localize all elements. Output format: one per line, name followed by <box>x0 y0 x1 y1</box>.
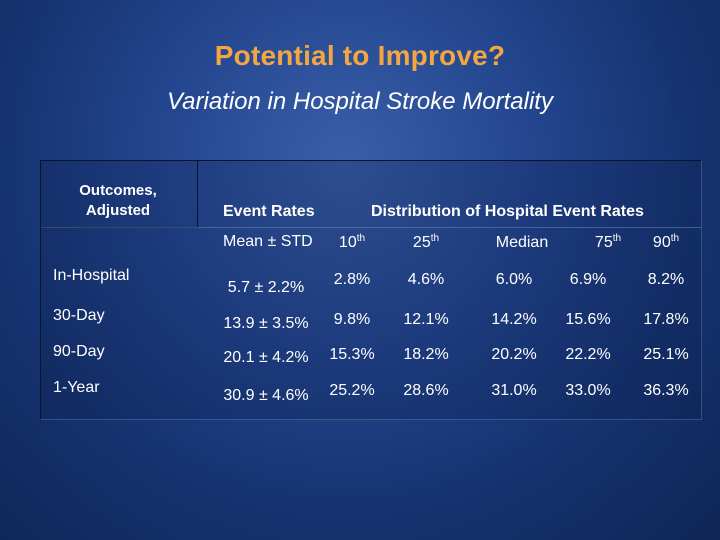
table-cell: 17.8% <box>643 311 689 328</box>
percentile-header-10: 10th <box>338 233 366 251</box>
table-cell: 25.1% <box>643 346 689 363</box>
event-rate-1-year: 30.9 ± 4.6% <box>223 387 309 404</box>
header-divider <box>41 227 701 228</box>
table-cell: 9.8% <box>333 311 371 328</box>
table-cell: 36.3% <box>643 382 689 399</box>
table-cell: 8.2% <box>647 271 685 288</box>
percentile-header-90: 90th <box>652 233 680 251</box>
event-rate-90-day: 20.1 ± 4.2% <box>223 349 309 366</box>
table-cell: 2.8% <box>333 271 371 288</box>
row-label-1-year: 1-Year <box>53 379 100 396</box>
outcomes-header-cell: Outcomes, Adjusted <box>41 161 198 228</box>
table-cell: 20.2% <box>491 346 537 363</box>
table-cell: 28.6% <box>403 382 449 399</box>
table-cell: 6.0% <box>495 271 533 288</box>
table-cell: 15.6% <box>565 311 611 328</box>
table-cell: 4.6% <box>407 271 445 288</box>
row-label-90-day: 90-Day <box>53 343 105 360</box>
outcomes-header: Outcomes, Adjusted <box>43 181 193 221</box>
event-rate-in-hospital: 5.7 ± 2.2% <box>227 279 305 296</box>
mortality-table: Outcomes, Adjusted Event Rates Distribut… <box>40 160 702 420</box>
percentile-header-75: 75th <box>594 233 622 251</box>
slide-subtitle: Variation in Hospital Stroke Mortality <box>167 88 553 115</box>
table-cell: 25.2% <box>329 382 375 399</box>
row-label-30-day: 30-Day <box>53 307 105 324</box>
table-cell: 18.2% <box>403 346 449 363</box>
distribution-header: Distribution of Hospital Event Rates <box>371 203 644 220</box>
slide-title: Potential to Improve? <box>214 40 506 71</box>
table-cell: 31.0% <box>491 382 537 399</box>
table-cell: 12.1% <box>403 311 449 328</box>
outcomes-header-line2: Adjusted <box>85 202 151 219</box>
table-cell: 15.3% <box>329 346 375 363</box>
percentile-header-median: Median <box>495 234 549 251</box>
row-label-in-hospital: In-Hospital <box>53 267 130 284</box>
event-rate-30-day: 13.9 ± 3.5% <box>223 315 309 332</box>
table-cell: 33.0% <box>565 382 611 399</box>
outcomes-header-line1: Outcomes, <box>79 182 157 199</box>
percentile-header-25: 25th <box>412 233 440 251</box>
event-rates-subheader: Mean ± STD <box>223 233 313 250</box>
event-rates-header: Event Rates <box>223 203 315 220</box>
table-cell: 22.2% <box>565 346 611 363</box>
table-cell: 14.2% <box>491 311 537 328</box>
table-cell: 6.9% <box>569 271 607 288</box>
